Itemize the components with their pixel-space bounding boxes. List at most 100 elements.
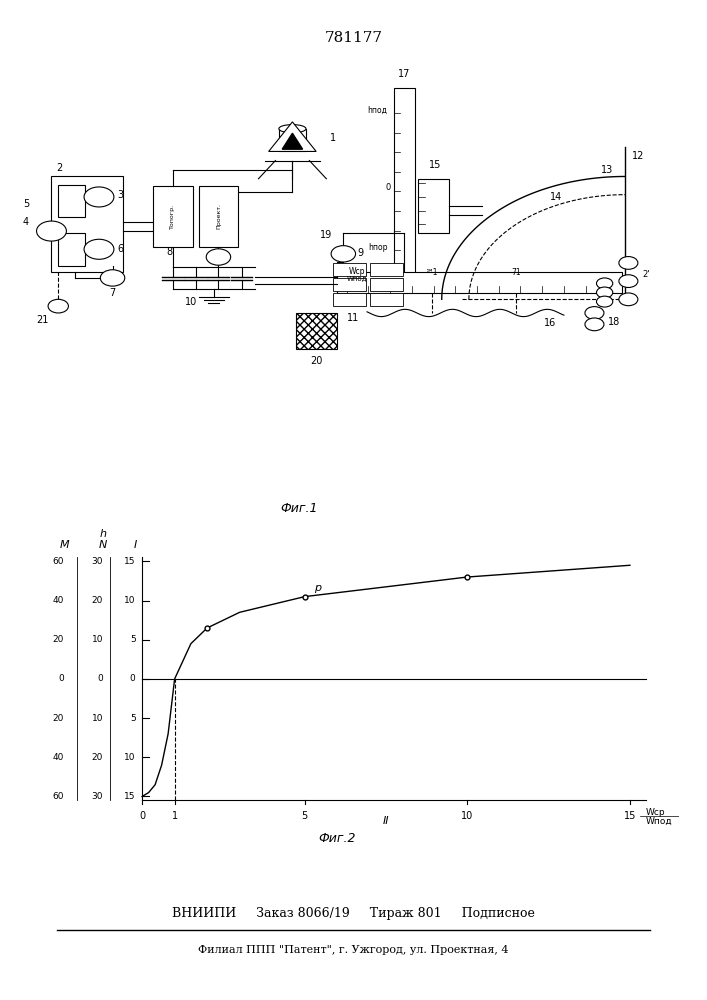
Circle shape [206, 249, 230, 265]
Text: 0: 0 [58, 674, 64, 683]
Circle shape [597, 278, 613, 289]
Text: 6: 6 [117, 244, 124, 254]
Text: 60: 60 [52, 792, 64, 801]
Text: 19: 19 [320, 230, 332, 240]
Bar [395, 88, 414, 279]
Text: 20: 20 [53, 714, 64, 723]
Bar [370, 293, 403, 306]
Bar [58, 185, 86, 217]
Circle shape [585, 318, 604, 331]
Bar [370, 278, 403, 291]
Text: Wcp: Wcp [646, 808, 666, 817]
Text: 2': 2' [642, 270, 650, 279]
Text: hпод: hпод [368, 106, 387, 115]
Text: Филиал ППП "Патент", г. Ужгород, ул. Проектная, 4: Филиал ППП "Патент", г. Ужгород, ул. Про… [198, 945, 509, 955]
Bar [296, 313, 337, 349]
Text: 0: 0 [385, 183, 391, 192]
Text: Wcp: Wcp [349, 267, 365, 276]
Text: 781177: 781177 [325, 30, 382, 44]
Text: 5: 5 [23, 199, 29, 209]
Bar [418, 179, 448, 233]
Circle shape [331, 246, 356, 262]
Text: 10: 10 [124, 596, 136, 605]
Circle shape [619, 293, 638, 306]
Text: 40: 40 [53, 753, 64, 762]
Text: 13: 13 [601, 165, 614, 175]
Polygon shape [269, 122, 316, 151]
Text: 30: 30 [92, 557, 103, 566]
Text: ℠1: ℠1 [426, 268, 438, 277]
Text: 10: 10 [92, 714, 103, 723]
Text: II: II [382, 816, 390, 826]
Text: 71: 71 [512, 268, 521, 277]
Text: 15: 15 [124, 557, 136, 566]
Text: 5: 5 [130, 714, 136, 723]
Text: Топогр.: Топогр. [170, 203, 175, 229]
Text: 20: 20 [310, 356, 322, 366]
Text: 0: 0 [139, 811, 145, 821]
Circle shape [37, 221, 66, 241]
Text: 15: 15 [428, 160, 441, 170]
Text: 5: 5 [302, 811, 308, 821]
Bar [333, 293, 366, 306]
Circle shape [48, 299, 69, 313]
Bar [370, 263, 403, 276]
Circle shape [84, 187, 114, 207]
Text: 15: 15 [624, 811, 636, 821]
Text: Wпод: Wпод [646, 817, 673, 826]
Text: 16: 16 [544, 318, 556, 328]
Circle shape [585, 307, 604, 319]
Text: I: I [134, 540, 137, 550]
Bar [199, 186, 238, 247]
Text: 11: 11 [347, 313, 360, 323]
Text: Фиг.1: Фиг.1 [281, 502, 318, 515]
Text: 9: 9 [357, 248, 363, 258]
Text: Фиг.2: Фиг.2 [318, 832, 356, 845]
Circle shape [597, 287, 613, 298]
Text: 21: 21 [37, 315, 49, 325]
Ellipse shape [279, 125, 306, 133]
Text: 1: 1 [329, 133, 336, 143]
Text: M: M [59, 540, 69, 550]
Circle shape [597, 296, 613, 307]
Text: 5: 5 [130, 635, 136, 644]
Text: 10: 10 [185, 297, 197, 307]
Text: 12: 12 [632, 151, 644, 161]
Text: h: h [100, 529, 107, 539]
Bar [279, 129, 306, 151]
Text: N: N [99, 540, 107, 550]
Bar [153, 186, 192, 247]
Circle shape [84, 239, 114, 259]
Bar [58, 233, 86, 266]
Text: p: p [315, 583, 322, 593]
Text: 10: 10 [124, 753, 136, 762]
Text: Проект.: Проект. [216, 203, 221, 229]
Bar [333, 263, 366, 276]
Text: 17: 17 [398, 69, 411, 79]
Text: ВНИИПИ     Заказ 8066/19     Тираж 801     Подписное: ВНИИПИ Заказ 8066/19 Тираж 801 Подписное [172, 907, 535, 920]
Text: 10: 10 [92, 635, 103, 644]
Text: 30: 30 [92, 792, 103, 801]
Text: 14: 14 [550, 192, 563, 202]
Bar [52, 176, 123, 272]
Text: 0: 0 [98, 674, 103, 683]
Text: 15: 15 [124, 792, 136, 801]
Text: 60: 60 [52, 557, 64, 566]
Bar [333, 278, 366, 291]
Text: 4: 4 [23, 217, 29, 227]
Circle shape [100, 270, 124, 286]
Text: 1: 1 [172, 811, 177, 821]
Text: 7: 7 [110, 288, 116, 298]
Text: hпор: hпор [368, 242, 387, 251]
Text: 20: 20 [53, 635, 64, 644]
Text: 40: 40 [53, 596, 64, 605]
Text: 20: 20 [92, 596, 103, 605]
Polygon shape [282, 133, 303, 149]
Text: 20: 20 [92, 753, 103, 762]
Text: 2: 2 [57, 163, 62, 173]
Text: 10: 10 [461, 811, 474, 821]
Circle shape [619, 257, 638, 269]
Text: Wпод: Wпод [346, 275, 367, 281]
Text: 18: 18 [608, 317, 620, 327]
Circle shape [619, 275, 638, 287]
